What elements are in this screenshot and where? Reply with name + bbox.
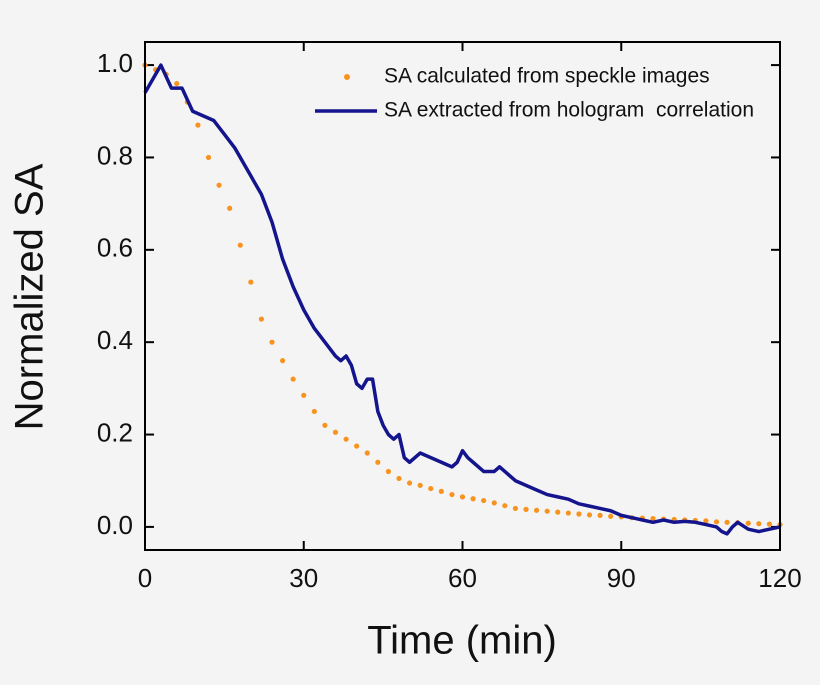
data-point bbox=[724, 519, 730, 525]
data-line bbox=[143, 63, 781, 536]
data-point bbox=[396, 475, 402, 482]
y-tick-label: 0.2 bbox=[97, 417, 133, 447]
data-point bbox=[703, 518, 709, 524]
x-tick-label: 90 bbox=[607, 563, 636, 593]
data-point bbox=[322, 422, 328, 428]
data-point bbox=[756, 521, 762, 527]
y-tick-label: 0.6 bbox=[97, 233, 133, 263]
data-point bbox=[713, 519, 720, 525]
y-tick-label: 0.4 bbox=[97, 325, 133, 355]
data-point bbox=[364, 450, 370, 456]
data-point bbox=[512, 505, 519, 512]
data-point bbox=[481, 497, 487, 504]
data-point bbox=[311, 408, 317, 415]
data-point bbox=[608, 513, 614, 519]
legend-label: SA extracted from hologram correlation bbox=[384, 99, 754, 122]
x-tick-label: 60 bbox=[448, 563, 477, 593]
data-point bbox=[544, 508, 550, 514]
data-point bbox=[555, 509, 561, 515]
data-point bbox=[428, 485, 434, 492]
data-point bbox=[449, 491, 455, 498]
x-tick-label: 30 bbox=[289, 563, 318, 593]
data-point bbox=[258, 316, 265, 322]
data-point bbox=[195, 122, 201, 128]
data-point bbox=[565, 510, 571, 516]
data-point bbox=[586, 512, 593, 518]
x-tick-label: 0 bbox=[138, 563, 152, 593]
data-point bbox=[576, 511, 582, 517]
y-tick-label: 0.0 bbox=[97, 510, 133, 540]
data-point bbox=[491, 500, 497, 506]
data-point bbox=[354, 443, 360, 449]
data-point bbox=[174, 80, 180, 87]
y-tick-label: 0.8 bbox=[97, 140, 133, 170]
data-point bbox=[248, 279, 254, 285]
data-point bbox=[438, 488, 444, 494]
legend-label: SA calculated from speckle images bbox=[384, 65, 710, 88]
data-point bbox=[650, 515, 656, 522]
data-point bbox=[237, 242, 243, 248]
data-point bbox=[290, 376, 296, 382]
y-axis-title: Normalized SA bbox=[8, 163, 52, 430]
plot-frame bbox=[144, 41, 781, 551]
data-point bbox=[385, 468, 392, 475]
data-point bbox=[523, 506, 529, 512]
data-point bbox=[269, 339, 275, 345]
data-point bbox=[332, 429, 339, 435]
data-point bbox=[470, 496, 476, 502]
data-point bbox=[406, 480, 413, 486]
data-point bbox=[301, 392, 307, 398]
x-tick-label: 120 bbox=[758, 563, 801, 593]
data-point bbox=[533, 507, 540, 513]
data-point bbox=[279, 358, 286, 364]
x-axis-title: Time (min) bbox=[367, 619, 557, 663]
data-point bbox=[502, 503, 508, 509]
data-point bbox=[375, 459, 381, 465]
data-point bbox=[227, 205, 233, 211]
data-point bbox=[459, 494, 466, 500]
data-point bbox=[343, 436, 349, 442]
data-point bbox=[745, 520, 751, 526]
data-point bbox=[417, 482, 423, 488]
data-point bbox=[216, 182, 222, 188]
data-point bbox=[597, 512, 603, 518]
data-point bbox=[766, 521, 773, 527]
y-tick-label: 1.0 bbox=[97, 48, 133, 78]
legend-marker bbox=[344, 74, 350, 80]
data-point bbox=[205, 154, 212, 161]
